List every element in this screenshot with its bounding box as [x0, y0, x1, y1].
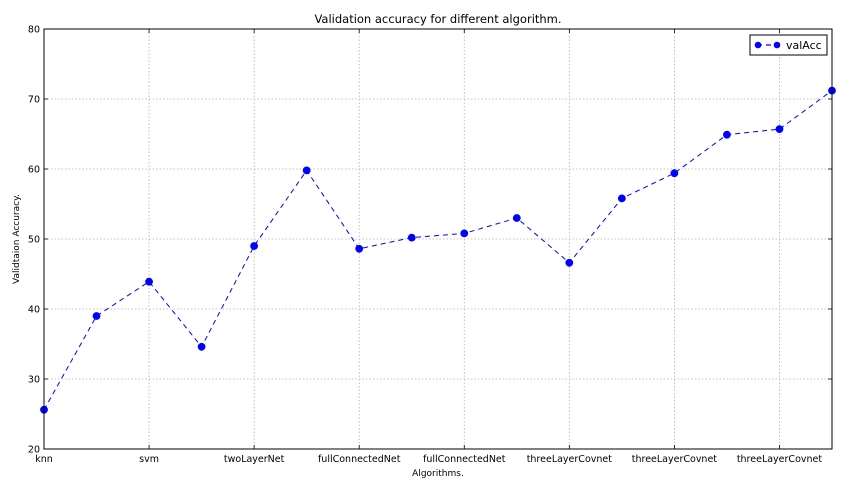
data-point [617, 194, 626, 203]
y-axis-label: Validtaion Accuracy. [12, 194, 22, 284]
x-tick-label: threeLayerCovnet [737, 454, 823, 465]
x-tick-label: threeLayerCovnet [527, 454, 613, 465]
data-point [302, 166, 311, 175]
data-point [723, 130, 731, 139]
data-point [407, 233, 416, 242]
legend-marker [754, 41, 762, 49]
data-point [460, 229, 469, 238]
legend-box [749, 34, 828, 56]
grid-lines [44, 29, 832, 449]
data-point [145, 277, 153, 286]
x-tick-label: threeLayerCovnet [632, 454, 718, 465]
data-point [92, 312, 101, 320]
y-tick-label: 40 [28, 305, 40, 316]
data-point [565, 258, 574, 267]
data-point [775, 125, 784, 134]
data-point [670, 169, 679, 178]
x-axis-label: Algorithms. [412, 469, 464, 479]
data-point [355, 244, 364, 253]
series-line-valAcc [43, 90, 833, 411]
x-tick-label: twoLayerNet [224, 454, 285, 465]
y-tick-label: 80 [28, 25, 40, 36]
data-point [197, 342, 206, 351]
chart-title: Validation accuracy for different algori… [314, 12, 561, 26]
y-axis-ticks: 20 30 40 50 60 70 80 [28, 25, 832, 456]
legend-marker [773, 41, 781, 49]
legend: valAcc [749, 34, 828, 56]
y-tick-label: 30 [28, 375, 40, 386]
series-layer [40, 86, 836, 414]
x-tick-label: fullConnectedNet [423, 454, 506, 465]
x-tick-label: fullConnectedNet [318, 454, 401, 465]
y-tick-label: 20 [28, 445, 40, 456]
x-tick-label: knn [35, 454, 53, 465]
y-tick-label: 50 [28, 235, 40, 246]
y-tick-label: 60 [28, 165, 40, 176]
data-point [512, 214, 521, 222]
data-point [250, 242, 259, 250]
y-tick-label: 70 [28, 95, 40, 106]
x-tick-label: svm [139, 454, 159, 465]
legend-label: valAcc [786, 39, 822, 52]
x-axis-ticks: knn svm twoLayerNet fullConnectedNet fullCon… [35, 29, 822, 465]
